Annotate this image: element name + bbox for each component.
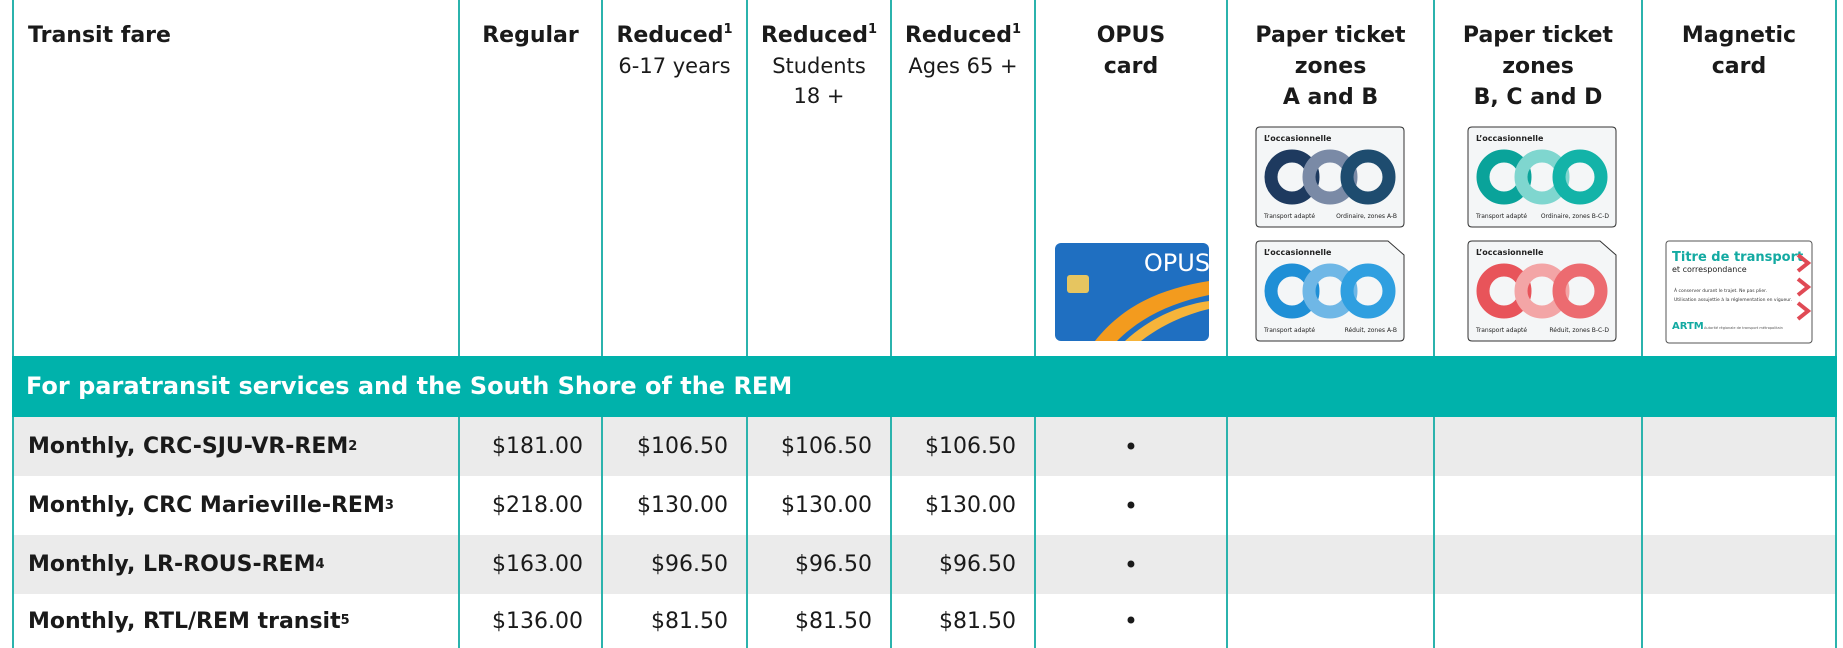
header-line: Magnetic [1643, 20, 1835, 51]
header-line: B, C and D [1435, 82, 1641, 113]
fare-cell: $81.50 [603, 594, 748, 648]
header-line: A and B [1228, 82, 1433, 113]
empty-cell [1435, 476, 1643, 535]
header-line: zones [1228, 51, 1433, 82]
fare-cell: $96.50 [892, 535, 1036, 594]
header-cell: Transit fare [12, 0, 460, 356]
fare-cell: $163.00 [460, 535, 603, 594]
fare-cell: $130.00 [748, 476, 892, 535]
header-detail: 18 + [748, 81, 890, 111]
fare-cell: $181.00 [460, 417, 603, 476]
header-text: zones [1502, 54, 1574, 79]
header-text: Regular [482, 23, 579, 48]
header-text: Reduced [761, 23, 868, 48]
footnote-mark: 1 [868, 22, 877, 37]
header-line: Reduced1 [748, 20, 890, 51]
header-cell: Paper ticket zones B, C and D [1435, 0, 1643, 356]
fare-cell: $81.50 [892, 594, 1036, 648]
header-text: Magnetic [1682, 23, 1796, 48]
header-text: A and B [1283, 85, 1378, 110]
footnote-mark: 1 [1012, 22, 1021, 37]
fare-cell: $130.00 [892, 476, 1036, 535]
fare-cell: $96.50 [748, 535, 892, 594]
fare-cell: • [1036, 417, 1228, 476]
header-text: OPUS [1097, 23, 1166, 48]
empty-cell [1435, 535, 1643, 594]
row-label-text: Monthly, RTL/REM transit [28, 609, 341, 634]
empty-cell [1228, 535, 1435, 594]
header-text: B, C and D [1474, 85, 1603, 110]
section-header: For paratransit services and the South S… [12, 356, 1837, 417]
empty-cell [1435, 594, 1643, 648]
fare-table: For paratransit services and the South S… [0, 0, 1843, 648]
header-text: Reduced [616, 23, 723, 48]
empty-cell [1228, 476, 1435, 535]
header-line: Regular [460, 20, 601, 51]
fare-cell: $106.50 [892, 417, 1036, 476]
row-label-text: Monthly, CRC-SJU-VR-REM [28, 434, 348, 459]
header-detail: Students [748, 51, 890, 81]
header-text: card [1104, 54, 1158, 79]
header-line: Paper ticket [1228, 20, 1433, 51]
fare-cell: $106.50 [603, 417, 748, 476]
header-text: Paper ticket [1255, 23, 1405, 48]
header-detail: 6-17 years [603, 51, 746, 81]
fare-cell: $218.00 [460, 476, 603, 535]
header-line: Transit fare [28, 20, 458, 51]
row-label: Monthly, CRC-SJU-VR-REM2 [12, 417, 460, 476]
fare-cell: • [1036, 535, 1228, 594]
header-text: Reduced [905, 23, 1012, 48]
row-label-text: Monthly, LR-ROUS-REM [28, 552, 315, 577]
header-line: Paper ticket [1435, 20, 1641, 51]
fare-cell: • [1036, 476, 1228, 535]
empty-cell [1435, 417, 1643, 476]
header-cell: OPUS card [1036, 0, 1228, 356]
header-line: OPUS [1036, 20, 1226, 51]
row-label-text: Monthly, CRC Marieville-REM [28, 493, 385, 518]
empty-cell [1643, 476, 1837, 535]
header-line: card [1643, 51, 1835, 82]
header-cell: Paper ticket zones A and B [1228, 0, 1435, 356]
footnote-mark: 1 [723, 22, 732, 37]
fare-cell: $106.50 [748, 417, 892, 476]
header-text: Transit fare [28, 23, 171, 48]
fare-cell: $136.00 [460, 594, 603, 648]
empty-cell [1228, 417, 1435, 476]
header-text: Paper ticket [1463, 23, 1613, 48]
fare-cell: • [1036, 594, 1228, 648]
header-line: Reduced1 [892, 20, 1034, 51]
header-line: zones [1435, 51, 1641, 82]
header-line: Reduced1 [603, 20, 746, 51]
fare-cell: $96.50 [603, 535, 748, 594]
header-text: card [1712, 54, 1766, 79]
header-line: card [1036, 51, 1226, 82]
empty-cell [1643, 417, 1837, 476]
header-cell: Magnetic card [1643, 0, 1837, 356]
empty-cell [1643, 594, 1837, 648]
empty-cell [1643, 535, 1837, 594]
empty-cell [1228, 594, 1435, 648]
header-text: zones [1295, 54, 1367, 79]
header-detail: Ages 65 + [892, 51, 1034, 81]
fare-cell: $130.00 [603, 476, 748, 535]
fare-cell: $81.50 [748, 594, 892, 648]
header-cell: Regular [460, 0, 603, 356]
